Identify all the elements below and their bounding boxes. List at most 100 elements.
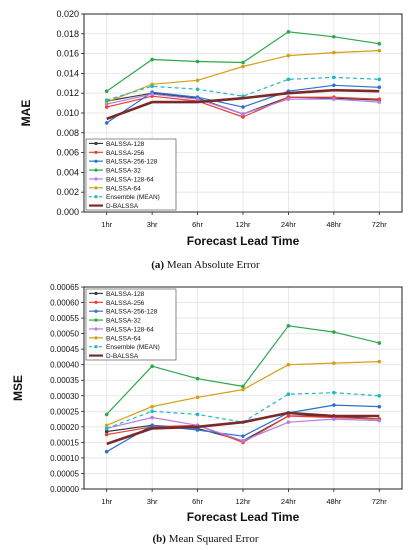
data-point [104, 98, 109, 102]
y-tick-label: 0.00025 [50, 407, 79, 416]
x-axis-label: Forecast Lead Time [187, 234, 300, 248]
data-point [286, 53, 291, 58]
legend-label: BALSSA-128-64 [106, 326, 154, 333]
data-point [332, 390, 336, 395]
data-point [286, 414, 291, 418]
legend-label: Ensemble (MEAN) [106, 344, 160, 351]
legend-label: BALSSA-256-128 [106, 159, 158, 166]
legend-label: BALSSA-256-128 [106, 309, 158, 316]
chart-mse: 0.00000 0.00005 0.00010 0.00015 0.00020 0.000… [11, 283, 403, 524]
y-tick-label: 0.000 [56, 207, 79, 217]
legend-label: Ensemble (MEAN) [106, 194, 160, 201]
legend-marker [94, 327, 98, 331]
series-balssa-32 [104, 30, 382, 94]
legend-marker [94, 195, 98, 199]
y-tick-label: 0.00000 [50, 485, 79, 494]
data-point [241, 384, 245, 389]
x-tick-label: 72hr [372, 220, 388, 229]
data-point [241, 434, 245, 438]
y-tick-label: 0.00065 [50, 283, 79, 292]
data-point [150, 409, 154, 414]
data-point [195, 97, 200, 101]
y-tick-label: 0.016 [56, 49, 79, 59]
data-point [195, 78, 200, 83]
x-axis-label: Forecast Lead Time [187, 510, 300, 524]
data-point [332, 97, 336, 101]
data-point [332, 83, 336, 88]
chart-mae: 0.000 0.002 0.004 0.006 0.008 0.010 0.012 0.014… [19, 9, 403, 248]
plot-frame [83, 13, 403, 213]
y-tick-label: 0.008 [56, 128, 79, 138]
data-point [195, 428, 200, 432]
series-balssa-128-64 [104, 92, 382, 116]
legend-marker [94, 345, 98, 349]
legend-marker [94, 309, 98, 313]
caption-b-text: Mean Squared Error [168, 533, 259, 545]
x-tick-label: 3hr [147, 220, 158, 229]
data-point [150, 84, 154, 89]
data-point [195, 376, 200, 381]
data-point [377, 41, 382, 46]
y-tick-label: 0.00015 [50, 438, 79, 447]
legend-marker [94, 159, 98, 163]
data-point [104, 89, 109, 94]
y-tick-label: 0.00060 [50, 299, 79, 308]
data-point [104, 449, 109, 454]
y-tick-label: 0.014 [56, 68, 79, 78]
data-point [286, 362, 291, 367]
data-point [286, 420, 291, 424]
y-tick-label: 0.00045 [50, 345, 79, 354]
caption-a-label: (a) [151, 259, 165, 271]
data-point [104, 432, 109, 437]
data-point [150, 404, 154, 409]
legend-box [85, 288, 177, 361]
data-point [104, 426, 109, 431]
legend-marker [94, 300, 98, 304]
legend-label: D-BALSSA [106, 353, 139, 360]
series-ensemble-mean- [104, 75, 382, 102]
data-point [150, 423, 154, 428]
y-tick-label: 0.00030 [50, 392, 79, 401]
legend-marker [94, 291, 98, 296]
series-d-balssa [106, 88, 380, 121]
data-point [150, 92, 154, 96]
y-axis-label: MAE [19, 100, 33, 127]
data-point [377, 48, 382, 53]
data-point [332, 75, 336, 80]
y-tick-label: 0.00010 [50, 454, 79, 463]
data-point [377, 97, 382, 101]
legend-label: BALSSA-256 [106, 300, 145, 307]
legend-label: BALSSA-128-64 [106, 176, 154, 183]
data-point [332, 403, 336, 407]
data-point [332, 361, 336, 365]
caption-b-label: (b) [152, 533, 166, 545]
legend-marker [94, 150, 98, 154]
data-point [150, 364, 154, 369]
data-point [377, 393, 382, 398]
plot-frame [83, 286, 403, 490]
data-point [332, 50, 336, 55]
x-tick-label: 1hr [101, 220, 112, 229]
legend-label: BALSSA-32 [106, 168, 141, 175]
legend-label: BALSSA-64 [106, 185, 141, 192]
y-tick-label: 0.00020 [50, 423, 79, 432]
legend-box [85, 138, 177, 211]
legend-marker [94, 318, 98, 322]
series-line [106, 88, 380, 121]
x-tick-label: 24hr [281, 220, 297, 229]
x-tick-label: 72hr [372, 497, 388, 506]
x-tick-label: 3hr [147, 497, 158, 506]
data-point [195, 395, 200, 400]
data-point [377, 100, 382, 104]
y-tick-label: 0.020 [56, 9, 79, 19]
y-tick-label: 0.004 [56, 167, 79, 177]
y-axis-label: MSE [11, 375, 25, 401]
data-point [195, 87, 200, 92]
legend-marker [94, 168, 98, 172]
legend-label: BALSSA-128 [106, 141, 145, 148]
x-tick-label: 12hr [235, 220, 251, 229]
data-point [104, 105, 109, 109]
legend-label: BALSSA-32 [106, 318, 141, 325]
data-point [286, 30, 291, 34]
data-point [332, 34, 336, 39]
